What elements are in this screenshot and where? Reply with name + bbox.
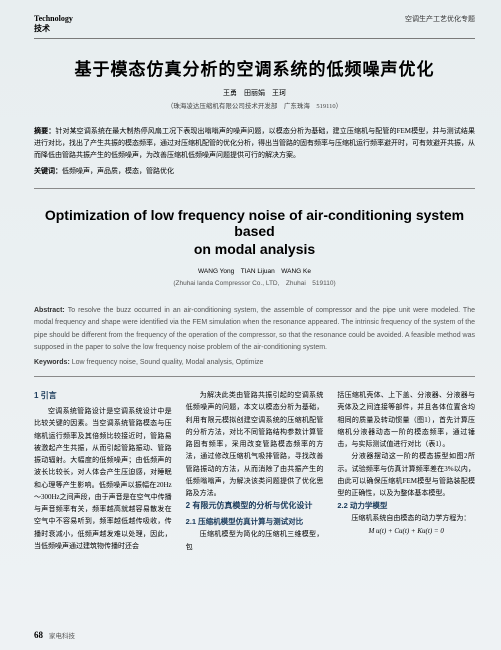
- keywords-chinese: 关键词：低频噪声，声品质，模态，管路优化: [34, 166, 475, 176]
- section-1-heading: 1 引言: [34, 389, 172, 403]
- keywords-english: Keywords: Low frequency noise, Sound qua…: [34, 359, 475, 366]
- col1-para1: 空调系统管路设计是空调系统设计中是比较关键的因素。当空调系统管路模态与压缩机运行…: [34, 405, 172, 552]
- affiliation-chinese: （珠海凌达压缩机有限公司技术开发部 广东珠海 519110）: [34, 100, 475, 110]
- subsection-2-2: 2.2 动力学模型: [337, 499, 475, 512]
- title-chinese: 基于模态仿真分析的空调系统的低频噪声优化: [34, 55, 475, 80]
- body-columns: 1 引言 空调系统管路设计是空调系统设计中是比较关键的因素。当空调系统管路模态与…: [34, 389, 475, 553]
- header-category-cn: 技术: [34, 23, 73, 34]
- divider-top: [34, 38, 475, 39]
- title-english-line2: on modal analysis: [34, 241, 475, 257]
- keywords-label-en: Keywords:: [34, 359, 72, 366]
- authors-english: WANG Yong TIAN Lijuan WANG Ke: [34, 265, 475, 275]
- abstract-label-en: Abstract:: [34, 307, 68, 314]
- abstract-chinese: 摘要：针对某空调系统在最大制热停风扇工况下表现出嗡嗡声的噪声问题，以模态分析为基…: [34, 126, 475, 162]
- col2-para2: 压缩机模型为简化的压缩机三维模型，包: [186, 528, 324, 553]
- section-2-heading: 2 有限元仿真模型的分析与优化设计: [186, 499, 324, 513]
- authors-chinese: 王勇 田丽娟 王珂: [34, 88, 475, 98]
- header-topic: 空调生产工艺优化专题: [405, 14, 475, 34]
- magazine-name: 家电科技: [49, 633, 75, 640]
- title-english-line1: Optimization of low frequency noise of a…: [34, 207, 475, 239]
- column-2: 为解决此类由管路共振引起的空调系统低频噪声的问题，本文以模态分析为基础，利用有限…: [186, 389, 324, 553]
- header-category-en: Technology: [34, 14, 73, 23]
- divider-bottom: [34, 376, 475, 377]
- keywords-text-en: Low frequency noise, Sound quality, Moda…: [72, 359, 264, 366]
- col3-para3: 压缩机系统自由模态的动力学方程为：: [337, 512, 475, 524]
- abstract-text-en: To resolve the buzz occurred in an air-c…: [34, 307, 475, 352]
- col2-para1: 为解决此类由管路共振引起的空调系统低频噪声的问题，本文以模态分析为基础，利用有限…: [186, 389, 324, 499]
- page-number: 68: [34, 630, 43, 640]
- column-1: 1 引言 空调系统管路设计是空调系统设计中是比较关键的因素。当空调系统管路模态与…: [34, 389, 172, 553]
- col3-para2: 分液器摆动这一阶的模态振型如图2所示。试验频率与仿真计算频率差在3%以内，由此可…: [337, 450, 475, 499]
- keywords-label-cn: 关键词：: [34, 167, 62, 175]
- abstract-label-cn: 摘要：: [34, 127, 55, 135]
- divider-mid: [34, 188, 475, 189]
- keywords-text-cn: 低频噪声，声品质，模态，管路优化: [62, 167, 174, 175]
- page-footer: 68 家电科技: [34, 630, 75, 640]
- abstract-english: Abstract: To resolve the buzz occurred i…: [34, 305, 475, 355]
- column-3: 括压缩机壳体、上下盖、分液器、分液器与壳体及之间连接等部件，并且各体位置含均相同…: [337, 389, 475, 553]
- affiliation-english: (Zhuhai landa Compressor Co., LTD, Zhuha…: [34, 277, 475, 287]
- col3-para1: 括压缩机壳体、上下盖、分液器、分液器与壳体及之间连接等部件，并且各体位置含均相同…: [337, 389, 475, 450]
- subsection-2-1: 2.1 压缩机模型仿真计算与测试对比: [186, 515, 324, 528]
- equation: M u(t) + Cu(t) + Ku(t) = 0: [337, 525, 475, 537]
- page-header: Technology 技术 空调生产工艺优化专题: [34, 14, 475, 34]
- abstract-text-cn: 针对某空调系统在最大制热停风扇工况下表现出嗡嗡声的噪声问题，以模态分析为基础，建…: [34, 127, 475, 159]
